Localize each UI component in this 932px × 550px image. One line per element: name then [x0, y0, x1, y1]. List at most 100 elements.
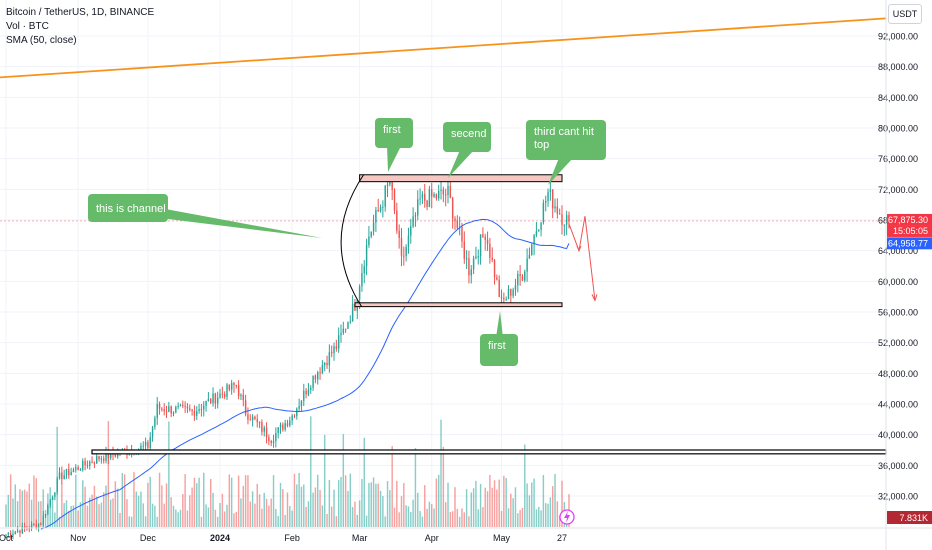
candle-body: [91, 461, 93, 463]
candle-body: [382, 206, 384, 208]
price-tick-label: 64,000.00: [878, 246, 918, 256]
callout-pointer: [387, 146, 401, 172]
candle-body: [547, 192, 549, 202]
candle-body: [493, 260, 496, 278]
drawings[interactable]: first secend third cant hit top first this is…: [0, 17, 887, 525]
candle-body: [149, 437, 151, 448]
volume-bar: [461, 508, 463, 527]
candle-body: [219, 393, 221, 398]
candle-body: [151, 427, 154, 438]
arrow-head: [591, 294, 598, 302]
callout-second-top[interactable]: secend: [443, 122, 491, 178]
candle-body: [344, 328, 347, 330]
volume-bar: [289, 505, 291, 527]
volume-bar: [524, 444, 526, 527]
candle-body: [361, 273, 363, 287]
candle-body: [214, 393, 217, 404]
callout-channel[interactable]: this is channel: [88, 194, 322, 238]
candle-body: [351, 303, 354, 322]
candle-body: [554, 206, 556, 209]
candle-body: [12, 533, 14, 536]
volume-bar: [426, 508, 428, 527]
volume-bar: [319, 489, 321, 527]
candle-body: [337, 335, 340, 349]
volume-bar: [354, 501, 356, 527]
price-tick-label: 88,000.00: [878, 62, 918, 72]
price-tag-text: 15:05:05: [893, 226, 928, 236]
volume-bar: [137, 495, 140, 527]
volume-bar: [468, 516, 470, 527]
candle-body: [319, 372, 321, 374]
candle-body: [531, 244, 533, 255]
candle-body: [542, 202, 545, 223]
candle-body: [154, 418, 156, 428]
volume-bar: [28, 483, 30, 527]
volume-bar: [479, 483, 482, 527]
candle-body: [561, 214, 563, 225]
candle-body: [514, 285, 517, 290]
volume-bar: [521, 507, 524, 527]
lightning-bolt: [564, 511, 570, 523]
volume-bar: [463, 512, 466, 527]
volume-bar: [396, 480, 398, 527]
price-tag-bg: [887, 225, 932, 237]
volume-bar: [305, 506, 307, 527]
candle-body: [428, 189, 431, 207]
currency-button[interactable]: USDT: [888, 4, 922, 24]
price-tick-label: 52,000.00: [878, 338, 918, 348]
volume-bar: [175, 509, 177, 527]
candle-body: [42, 515, 44, 525]
candle-body: [175, 406, 177, 413]
volume-bar: [475, 480, 477, 527]
candle-body: [368, 236, 370, 246]
volume-bar: [161, 485, 163, 527]
callout-first-top[interactable]: first: [375, 118, 413, 172]
candle-body: [568, 215, 570, 221]
callout-text: secend: [451, 128, 486, 140]
volume-bar: [296, 484, 298, 527]
candle-body: [328, 352, 331, 366]
volume-bar: [21, 490, 24, 527]
volume-bar: [144, 516, 147, 527]
candle-body: [454, 218, 456, 222]
candle-body: [114, 454, 117, 457]
candle-body: [463, 241, 466, 259]
volume-bar: [419, 510, 421, 527]
time-tick-label: 2024: [210, 533, 230, 543]
volume-bar: [142, 503, 144, 527]
price-axis[interactable]: 92,000.00 88,000.00 84,000.00 80,000.00 76,0…: [878, 0, 932, 550]
legend-symbol[interactable]: Bitcoin / TetherUS, 1D, BINANCE: [6, 7, 155, 18]
legend-sma[interactable]: SMA (50, close): [6, 35, 77, 46]
candle-body: [500, 296, 503, 299]
callout-first-bottom[interactable]: first: [480, 311, 518, 366]
candle-body: [437, 190, 440, 199]
candle-body: [517, 274, 519, 286]
volume-bar: [68, 510, 70, 527]
candle-body: [524, 271, 526, 281]
arrow-head: [576, 245, 582, 252]
volume-bar: [212, 492, 214, 527]
volume-bar: [123, 474, 126, 527]
legend-volume[interactable]: Vol · BTC: [6, 21, 49, 32]
volume-bar: [172, 505, 175, 527]
candle-body: [35, 523, 37, 528]
volume-bar: [542, 475, 545, 527]
volume-bar: [335, 516, 338, 527]
volume-bar: [428, 501, 431, 527]
candle-body: [498, 279, 500, 297]
callout-third-top[interactable]: third cant hit top: [526, 120, 606, 185]
volume-bar: [19, 489, 21, 527]
candle-body: [196, 410, 198, 416]
volume-bar: [149, 476, 151, 527]
time-axis[interactable]: Oct Nov Dec 2024 Feb Mar Apr May 27: [0, 527, 932, 543]
price-tag: 64,958.77: [887, 237, 932, 250]
volume-bar: [405, 505, 407, 527]
volume-bar: [312, 492, 314, 527]
volume-bar: [342, 434, 345, 527]
volume-bar: [184, 474, 186, 527]
candle-body: [86, 464, 89, 466]
volume-bar: [403, 483, 405, 527]
candle-body: [186, 406, 189, 409]
volume-bar: [223, 511, 226, 527]
